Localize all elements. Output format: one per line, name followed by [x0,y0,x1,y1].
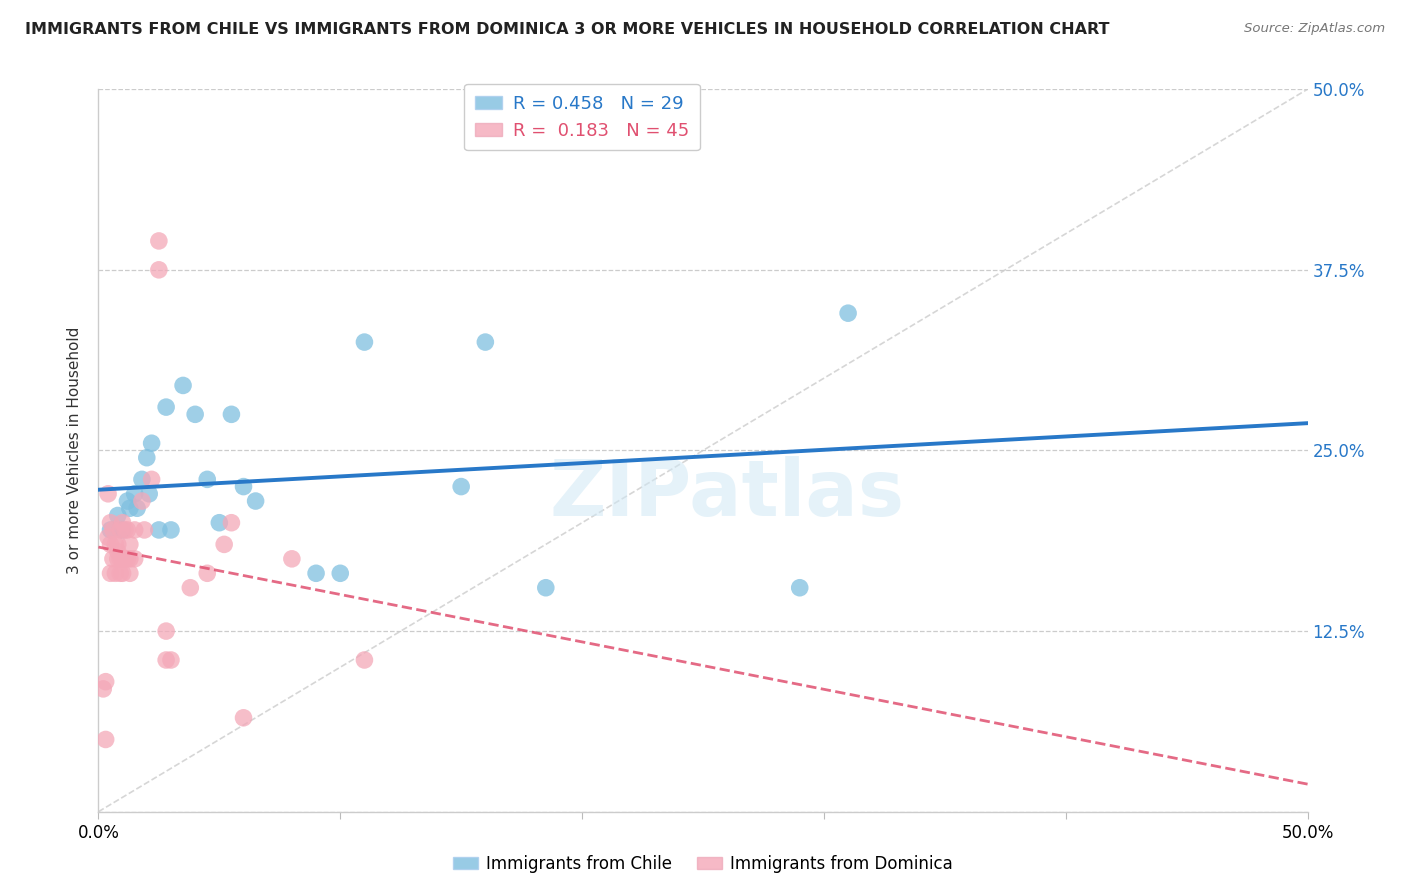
Point [789,581,811,595]
Point [97,487,120,501]
Point [94,732,117,747]
Point [148,262,170,277]
Point [172,378,194,392]
Point [124,487,146,501]
Point [195,566,218,581]
Point [111,551,134,566]
Point [232,480,254,494]
Y-axis label: 3 or more Vehicles in Household: 3 or more Vehicles in Household [67,326,83,574]
Point [100,516,122,530]
Point [160,653,183,667]
Legend: Immigrants from Chile, Immigrants from Dominica: Immigrants from Chile, Immigrants from D… [446,848,960,880]
Point [474,334,496,349]
Point [114,551,136,566]
Point [124,523,146,537]
Point [111,523,134,537]
Point [118,537,141,551]
Point [212,537,235,551]
Point [101,523,124,537]
Point [148,523,170,537]
Point [135,450,157,465]
Point [450,480,472,494]
Point [100,537,122,551]
Point [837,306,859,320]
Text: ZIPatlas: ZIPatlas [550,456,904,532]
Point [134,523,156,537]
Point [281,551,304,566]
Point [117,494,139,508]
Point [195,472,218,486]
Point [108,566,131,581]
Point [117,523,139,537]
Point [208,516,231,530]
Point [97,530,120,544]
Point [127,501,149,516]
Point [107,537,129,551]
Text: Source: ZipAtlas.com: Source: ZipAtlas.com [1244,22,1385,36]
Point [114,523,136,537]
Point [108,551,131,566]
Point [155,653,177,667]
Point [534,581,557,595]
Point [221,407,243,421]
Point [353,334,375,349]
Point [108,523,131,537]
Point [221,516,243,530]
Point [160,523,183,537]
Point [155,400,177,414]
Point [131,494,153,508]
Point [155,624,177,639]
Point [118,501,141,516]
Point [141,436,163,450]
Point [107,551,129,566]
Point [101,551,124,566]
Point [131,472,153,486]
Point [148,234,170,248]
Point [104,566,127,581]
Point [329,566,352,581]
Point [232,711,254,725]
Point [184,407,207,421]
Point [118,566,141,581]
Point [100,523,122,537]
Point [179,581,201,595]
Point [138,487,160,501]
Point [107,508,129,523]
Point [100,566,122,581]
Point [107,544,129,558]
Point [104,537,127,551]
Point [141,472,163,486]
Text: IMMIGRANTS FROM CHILE VS IMMIGRANTS FROM DOMINICA 3 OR MORE VEHICLES IN HOUSEHOL: IMMIGRANTS FROM CHILE VS IMMIGRANTS FROM… [25,22,1109,37]
Legend: R = 0.458   N = 29, R =  0.183   N = 45: R = 0.458 N = 29, R = 0.183 N = 45 [464,84,700,151]
Point [111,566,134,581]
Point [117,551,139,566]
Point [124,551,146,566]
Point [353,653,375,667]
Point [111,516,134,530]
Point [245,494,267,508]
Point [118,551,141,566]
Point [94,674,117,689]
Point [305,566,328,581]
Point [91,681,114,696]
